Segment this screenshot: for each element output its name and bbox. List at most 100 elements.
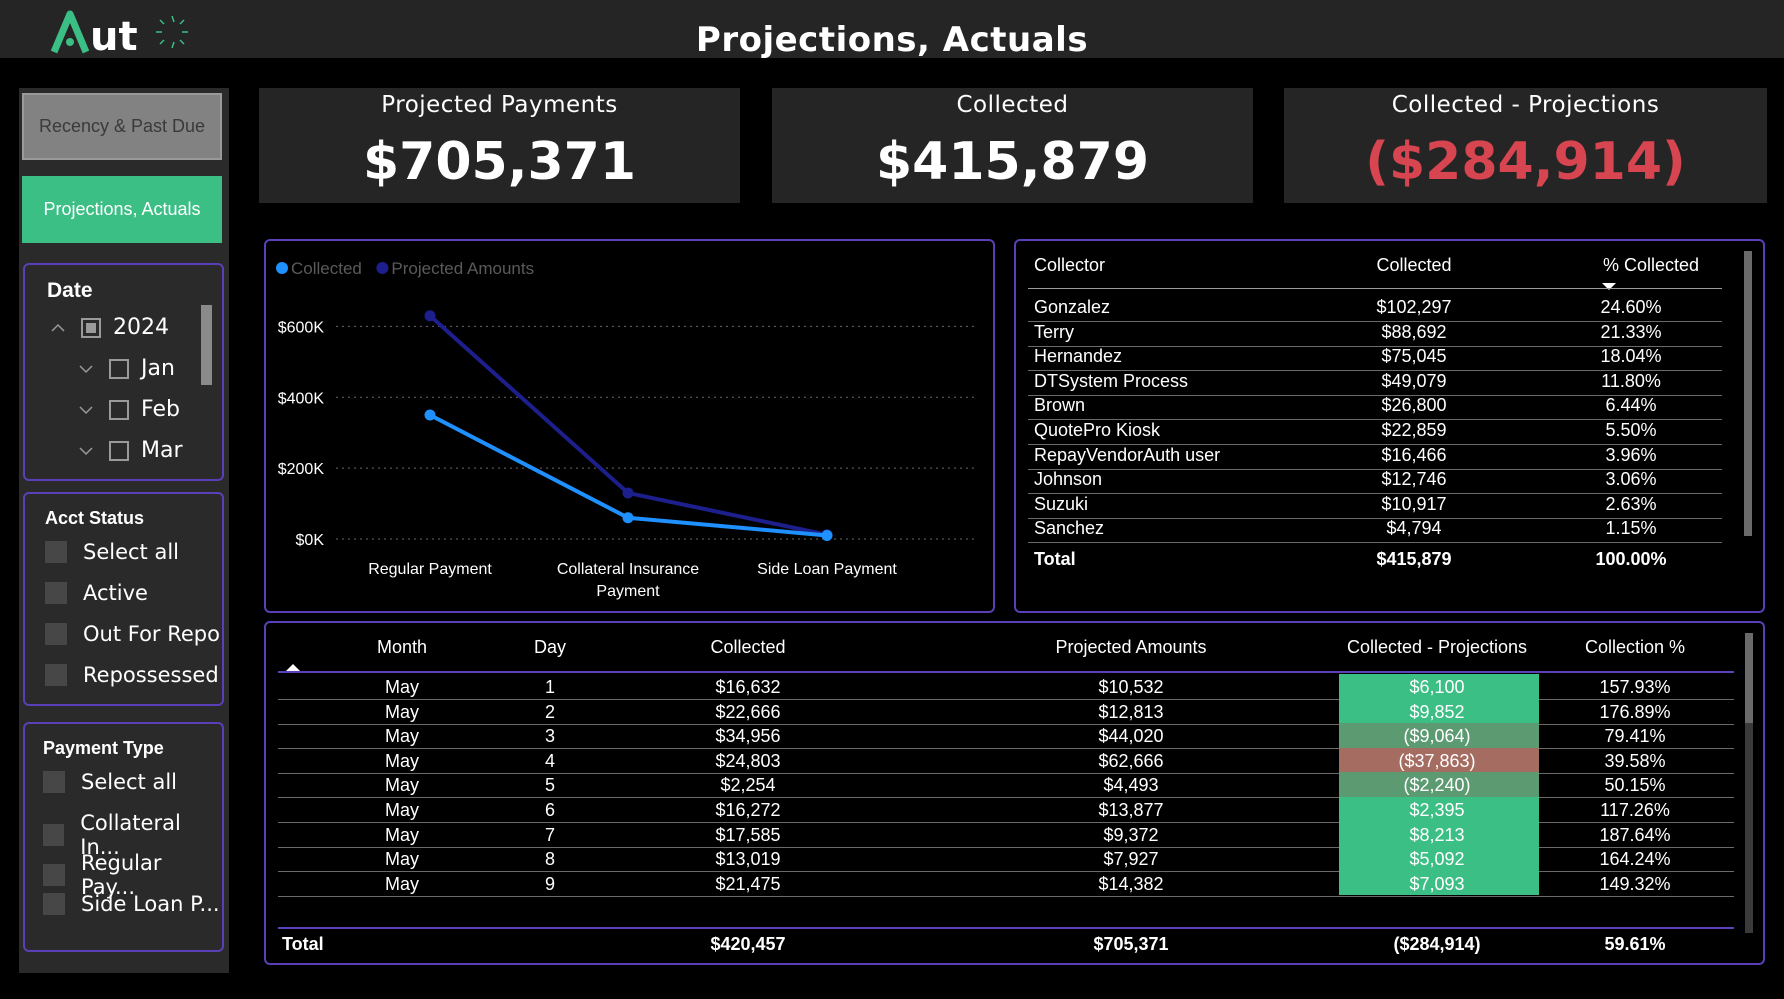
sort-asc-icon[interactable] xyxy=(286,659,300,677)
date-year-item[interactable]: 2024 xyxy=(51,315,169,340)
difference-cell: $6,100 xyxy=(1409,677,1465,697)
column-header-collected[interactable]: Collected xyxy=(710,637,786,657)
checkbox[interactable] xyxy=(45,664,67,686)
checkbox[interactable] xyxy=(45,623,67,645)
row-divider xyxy=(1028,542,1722,544)
month-cell: May xyxy=(384,677,420,697)
row-divider xyxy=(1028,444,1722,445)
column-header-projected[interactable]: Projected Amounts xyxy=(1055,637,1207,657)
payment-type-option[interactable]: Side Loan P... xyxy=(43,892,220,916)
column-header-month[interactable]: Month xyxy=(376,637,428,657)
x-tick-label: Payment xyxy=(596,583,660,600)
checkbox[interactable] xyxy=(45,582,67,604)
payment-type-option[interactable]: Select all xyxy=(43,770,177,794)
day-cell: 6 xyxy=(544,800,556,820)
y-tick-label: $400K xyxy=(278,390,325,407)
difference-cell: $7,093 xyxy=(1409,873,1465,894)
month-checkbox[interactable] xyxy=(109,358,129,379)
month-checkbox[interactable] xyxy=(109,440,129,461)
projected-cell: $13,877 xyxy=(1098,800,1164,820)
day-cell: 4 xyxy=(544,750,556,771)
acct-status-option[interactable]: Out For Repo xyxy=(45,622,220,646)
kpi-card-collected: Collected $415,879 xyxy=(772,88,1253,203)
collector-name-cell: Gonzalez xyxy=(1034,297,1111,317)
date-month-item[interactable]: Jan xyxy=(79,356,175,381)
date-slicer-title: Date xyxy=(47,279,93,302)
column-header-difference[interactable]: Collected - Projections xyxy=(1346,637,1528,657)
column-header-day[interactable]: Day xyxy=(533,637,567,657)
scrollbar-track[interactable] xyxy=(1745,633,1753,933)
checkbox[interactable] xyxy=(43,864,65,886)
collection-pct-cell: 187.64% xyxy=(1599,824,1671,845)
option-label: Repossessed xyxy=(83,663,219,687)
column-header-collection-pct[interactable]: Collection % xyxy=(1584,637,1686,657)
data-point xyxy=(821,529,833,541)
month-checkbox[interactable] xyxy=(109,399,129,420)
column-header-collected[interactable]: Collected xyxy=(1376,255,1452,275)
collector-pct-cell: 3.96% xyxy=(1605,444,1657,465)
heatmap-cell xyxy=(1339,723,1539,748)
y-tick-label: $0K xyxy=(296,532,325,549)
checkbox[interactable] xyxy=(43,771,65,793)
collector-name-cell: QuotePro Kiosk xyxy=(1034,420,1161,440)
total-divider xyxy=(278,927,1734,929)
option-label: Select all xyxy=(81,770,177,794)
collection-pct-cell: 79.41% xyxy=(1604,726,1666,747)
month-cell: May xyxy=(384,800,420,820)
row-divider xyxy=(1028,517,1722,519)
collector-pct-cell: 1.15% xyxy=(1605,518,1657,539)
total-collected: $415,879 xyxy=(1376,549,1452,569)
date-month-item[interactable]: Feb xyxy=(79,397,180,422)
acct-status-option[interactable]: Active xyxy=(45,581,148,605)
chevron-down-icon[interactable] xyxy=(79,403,93,417)
chevron-down-icon[interactable] xyxy=(79,444,93,458)
scrollbar[interactable] xyxy=(1744,251,1752,536)
nav-button-projections[interactable]: Projections, Actuals xyxy=(22,176,222,243)
month-label: Feb xyxy=(141,397,180,422)
kpi-label: Projected Payments xyxy=(381,92,618,118)
x-tick-label: Collateral Insurance xyxy=(557,561,699,578)
collector-pct-cell: 6.44% xyxy=(1605,395,1657,416)
nav-button-recency[interactable]: Recency & Past Due xyxy=(22,93,222,160)
chevron-up-icon[interactable] xyxy=(51,321,65,335)
payment-type-option[interactable]: Collateral In... xyxy=(43,811,222,859)
kpi-value: ($284,914) xyxy=(1365,132,1686,192)
collector-collected-cell: $16,466 xyxy=(1381,444,1447,465)
legend-label: Collected xyxy=(291,259,362,278)
acct-status-option[interactable]: Repossessed xyxy=(45,663,219,687)
date-month-item[interactable]: Mar xyxy=(79,438,183,463)
checkbox[interactable] xyxy=(43,893,65,915)
projected-cell: $12,813 xyxy=(1098,701,1164,722)
acct-status-option[interactable]: Select all xyxy=(45,540,179,564)
payment-type-option[interactable]: Regular Pay... xyxy=(43,851,222,899)
option-label: Collateral In... xyxy=(80,811,181,859)
line-chart: Collected Projected Amounts $0K $200K $400K $… xyxy=(276,259,976,600)
collected-cell: $22,666 xyxy=(715,701,781,722)
scrollbar[interactable] xyxy=(201,305,212,385)
projected-cell: $44,020 xyxy=(1098,726,1164,747)
year-checkbox[interactable] xyxy=(81,317,101,338)
month-cell: May xyxy=(384,849,420,870)
collector-pct-cell: 21.33% xyxy=(1600,321,1662,342)
legend-label: Projected Amounts xyxy=(391,259,534,278)
collection-pct-cell: 176.89% xyxy=(1599,701,1671,722)
acct-status-title: Acct Status xyxy=(45,508,145,528)
difference-cell: $8,213 xyxy=(1409,824,1465,845)
scrollbar[interactable] xyxy=(1745,633,1753,723)
sort-desc-icon[interactable] xyxy=(1602,278,1616,296)
column-header-pct-collected[interactable]: % Collected xyxy=(1602,255,1700,275)
checkbox[interactable] xyxy=(43,824,65,846)
checkbox[interactable] xyxy=(45,541,67,563)
collector-pct-cell: 11.80% xyxy=(1601,370,1661,391)
heatmap-cell xyxy=(1339,797,1539,822)
data-point xyxy=(622,487,634,499)
collector-collected-cell: $88,692 xyxy=(1381,321,1447,342)
column-header-collector[interactable]: Collector xyxy=(1034,255,1106,275)
chevron-down-icon[interactable] xyxy=(79,362,93,376)
row-divider xyxy=(278,723,1734,725)
month-cell: May xyxy=(384,726,420,747)
collected-cell: $16,272 xyxy=(715,800,781,820)
data-point xyxy=(424,310,436,322)
difference-cell: $2,395 xyxy=(1409,800,1465,820)
x-tick-label: Side Loan Payment xyxy=(757,561,897,578)
